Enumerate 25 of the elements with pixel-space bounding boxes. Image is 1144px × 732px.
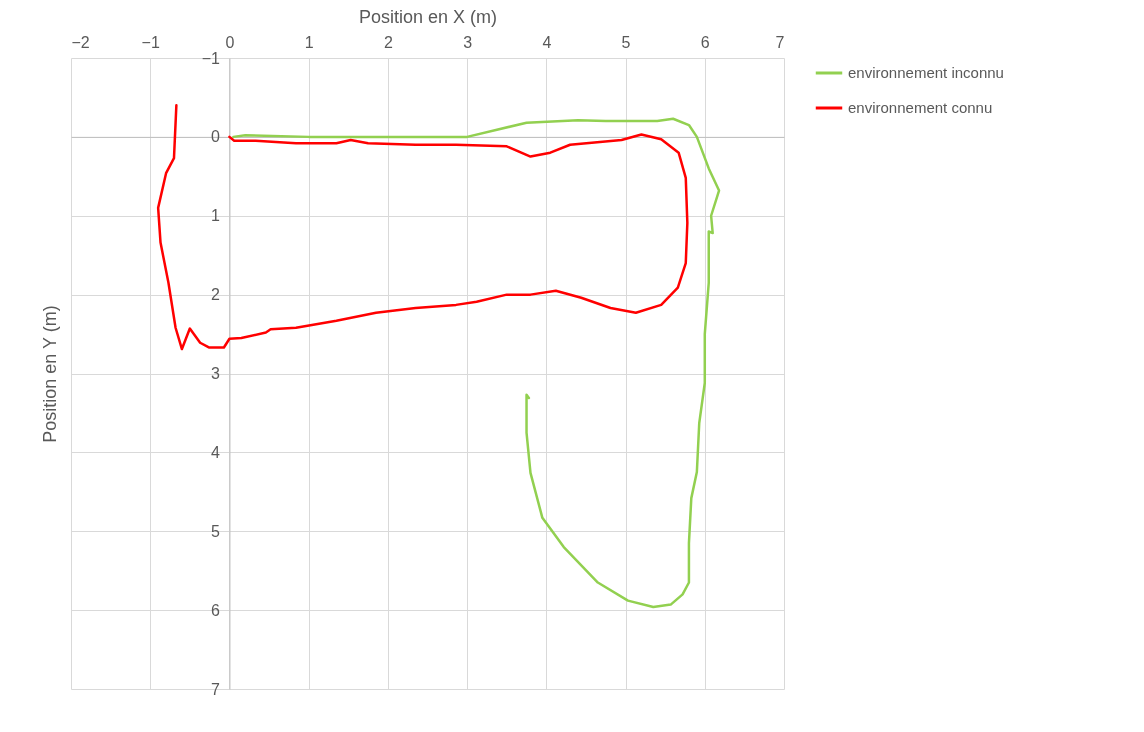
x-tick-label: 1	[304, 33, 314, 51]
line-series	[232, 117, 721, 609]
legend-label: environnement connu	[848, 99, 993, 116]
legend-label: environnement inconnu	[848, 64, 1004, 81]
x-tick-label: −2	[71, 33, 90, 51]
y-tick-label: 4	[211, 443, 221, 461]
y-tick-label: 5	[211, 522, 221, 540]
x-axis-title: Position en X (m)	[358, 6, 498, 27]
x-tick-label: 6	[700, 33, 710, 51]
line-series	[156, 104, 689, 351]
x-tick-label: −1	[141, 33, 160, 51]
y-tick-label: 2	[211, 286, 221, 304]
y-tick-label: 7	[211, 680, 221, 698]
x-tick-label: 5	[621, 33, 631, 51]
y-axis-title: Position en Y (m)	[39, 305, 60, 443]
y-tick-label: 0	[211, 128, 221, 146]
x-tick-label: 3	[463, 33, 473, 51]
x-tick-label: 0	[225, 33, 235, 51]
y-tick-label: −1	[201, 49, 221, 67]
y-tick-label: 6	[211, 601, 221, 619]
y-tick-label: 3	[211, 365, 221, 382]
x-tick-label: 2	[383, 33, 393, 51]
x-tick-label: 4	[542, 33, 552, 51]
y-tick-label: 1	[211, 207, 221, 225]
x-tick-label: 7	[775, 33, 785, 51]
